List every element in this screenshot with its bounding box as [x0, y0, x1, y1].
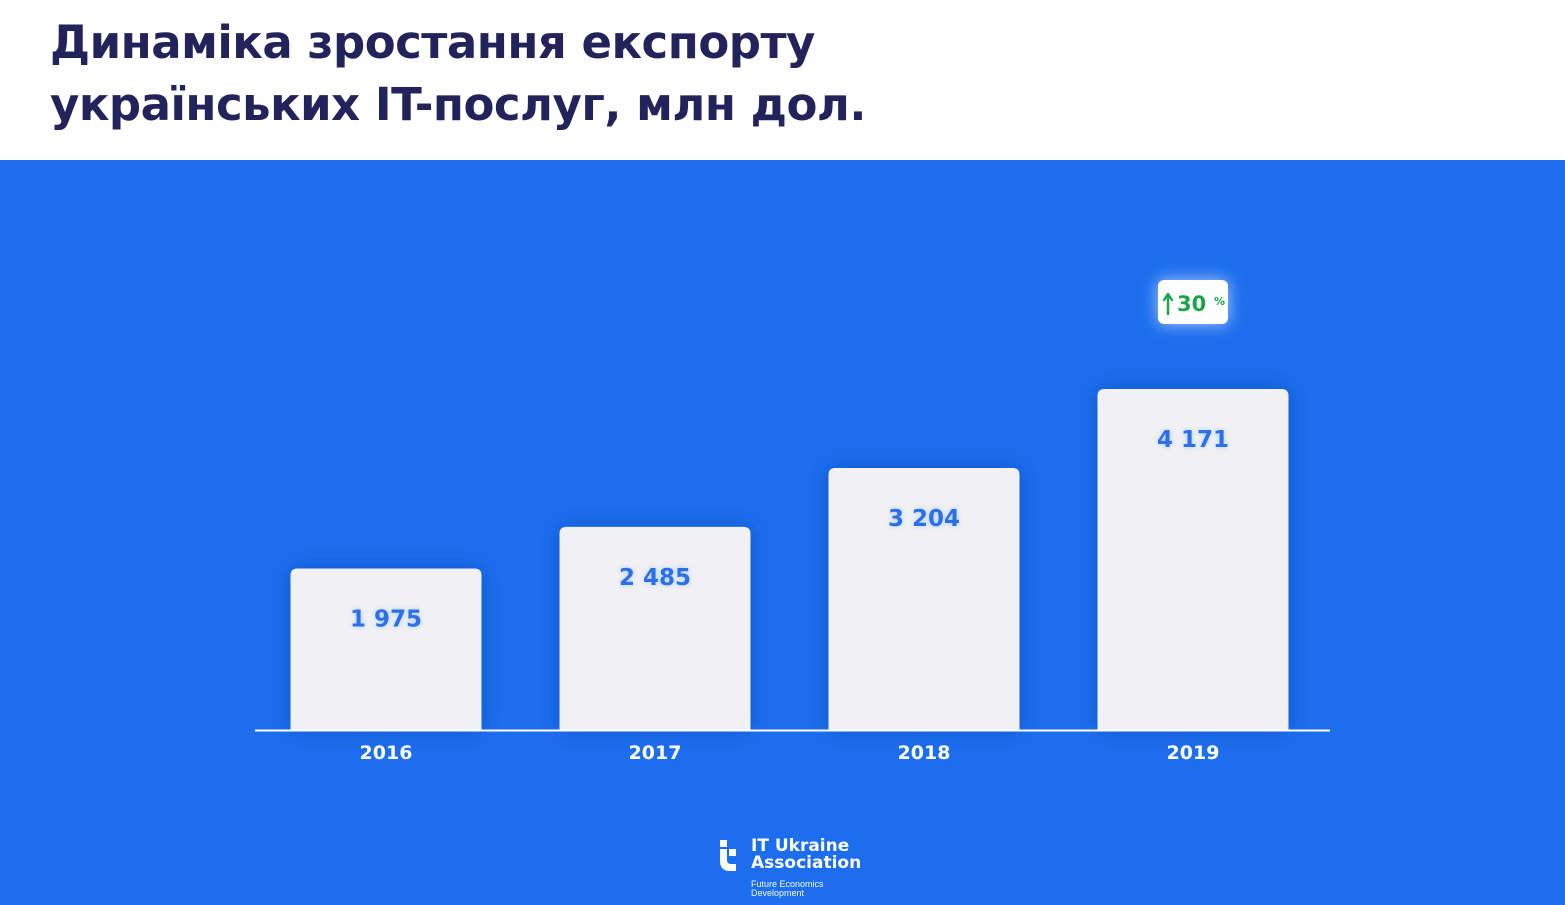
bar-value-label-2018: 3 204: [888, 506, 960, 532]
title-line-1: Динаміка зростання експорту: [50, 16, 815, 69]
logo-name-line-2: Association: [751, 853, 862, 873]
x-tick-label-2019: 2019: [1167, 742, 1220, 764]
logo-mark-icon: [720, 840, 736, 871]
bar-2019: [1097, 389, 1289, 730]
logo-tagline-line-1: Future Economics: [751, 879, 824, 889]
logo-name: IT Ukraine Association: [751, 838, 861, 872]
logo-name-line-1: IT Ukraine: [751, 836, 850, 856]
logo-tagline: Future Economics Development: [751, 880, 824, 898]
growth-badge: 30%: [1158, 280, 1228, 324]
logo-tagline-line-2: Development: [751, 888, 805, 898]
bar-value-label-2019: 4 171: [1157, 427, 1229, 453]
it-ukraine-association-logo: IT Ukraine Association Future Economics …: [717, 838, 877, 900]
bars-group: [290, 389, 1289, 730]
bar-value-label-2017: 2 485: [619, 565, 691, 591]
bar-2016: [290, 568, 482, 730]
header: Динаміка зростання експорту українських …: [0, 0, 1565, 160]
x-tick-label-2016: 2016: [360, 742, 413, 764]
bar-2018: [828, 468, 1020, 730]
title-line-2: українських IT-послуг, млн дол.: [50, 78, 866, 131]
page-title: Динаміка зростання експорту українських …: [50, 12, 866, 136]
growth-badge-value: 30: [1177, 292, 1206, 316]
growth-badge-box: [1158, 280, 1228, 324]
growth-badge-unit: %: [1214, 295, 1225, 308]
x-tick-label-2017: 2017: [629, 742, 682, 764]
arrow-up-icon: [1162, 292, 1174, 316]
bar-value-label-2016: 1 975: [350, 607, 422, 633]
labels-group: 1 975 2016 2 485 2017 3 204 2018 4 171 2019: [350, 427, 1229, 764]
x-tick-label-2018: 2018: [898, 742, 951, 764]
bar-2017: [559, 526, 751, 730]
chart-panel: [0, 160, 1565, 905]
